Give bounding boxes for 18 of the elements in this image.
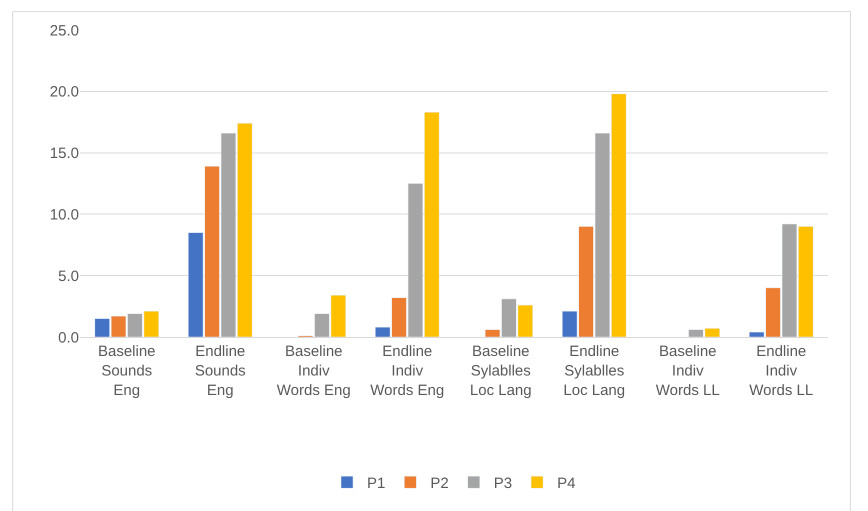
x-tick-label: Endline Sounds Eng xyxy=(194,343,246,399)
y-tick-label: 5.0 xyxy=(58,268,79,285)
legend-label: P1 xyxy=(367,475,386,492)
x-tick-label: Baseline Sylablles Loc Lang xyxy=(470,343,532,399)
y-tick-label: 15.0 xyxy=(50,145,79,162)
x-tick-label: Endline Sylablles Loc Lang xyxy=(563,343,626,399)
x-tick-label: Baseline Sounds Eng xyxy=(98,343,156,399)
legend-label: P2 xyxy=(430,475,449,492)
y-tick-label: 20.0 xyxy=(50,84,79,101)
y-tick-label: 10.0 xyxy=(50,206,79,224)
x-tick-label: Endline Indiv Words LL xyxy=(749,343,814,399)
x-tick-label: Baseline Indiv Words Eng xyxy=(276,343,351,399)
y-tick-label: 0.0 xyxy=(58,329,79,346)
x-tick-label: Endline Indiv Words Eng xyxy=(370,343,444,399)
legend-label: P4 xyxy=(557,475,576,492)
x-tick-label: Baseline Indiv Words LL xyxy=(656,343,720,399)
y-tick-label: 25.0 xyxy=(50,22,79,40)
legend-label: P3 xyxy=(494,475,512,492)
